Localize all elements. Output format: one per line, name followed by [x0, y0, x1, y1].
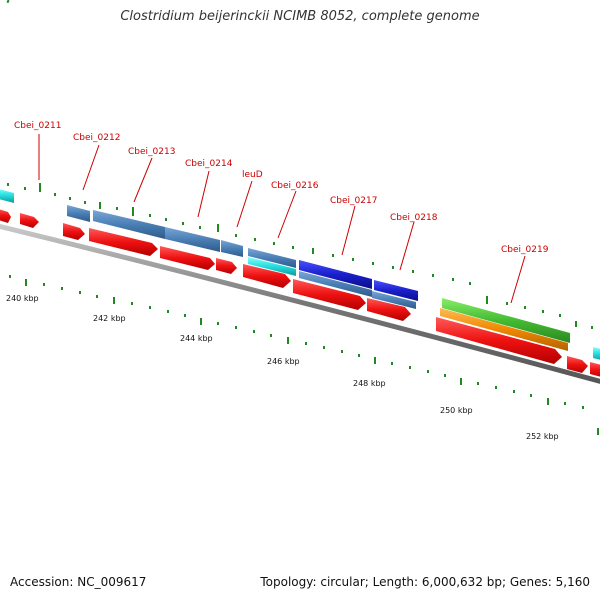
- feature-tracks: [0, 189, 600, 377]
- gene-label-leud[interactable]: leuD: [242, 170, 263, 180]
- genome-backbone: [0, 223, 600, 384]
- scale-label: 242 kbp: [93, 314, 126, 323]
- gene-label-cbei-0211[interactable]: Cbei_0211: [14, 121, 61, 131]
- gene-label-cbei-0218[interactable]: Cbei_0218: [390, 213, 438, 223]
- gene-label-cbei-0217[interactable]: Cbei_0217: [330, 196, 377, 206]
- scale-label: 244 kbp: [180, 334, 213, 343]
- accession-text: Accession: NC_009617: [10, 575, 147, 589]
- scale-label: 248 kbp: [353, 379, 386, 388]
- gene-label-cbei-0216[interactable]: Cbei_0216: [271, 181, 319, 191]
- gene-label-leaders: [38, 134, 526, 304]
- scale-label: 252 kbp: [526, 432, 559, 441]
- gene-label-cbei-0213[interactable]: Cbei_0213: [128, 147, 175, 157]
- gene-label-cbei-0219[interactable]: Cbei_0219: [501, 245, 549, 255]
- topology-text: Topology: circular; Length: 6,000,632 bp…: [260, 575, 590, 589]
- scale-label: 250 kbp: [440, 406, 473, 415]
- gene-label-cbei-0214[interactable]: Cbei_0214: [185, 159, 233, 169]
- map-title: Clostridium beijerinckii NCIMB 8052, com…: [120, 9, 480, 24]
- gene-label-cbei-0212[interactable]: Cbei_0212: [73, 133, 120, 143]
- outer-tick-marks: [6, 0, 593, 329]
- scale-label: 240 kbp: [6, 294, 39, 303]
- scale-label: 246 kbp: [267, 357, 300, 366]
- scale-tick-marks: [9, 275, 599, 435]
